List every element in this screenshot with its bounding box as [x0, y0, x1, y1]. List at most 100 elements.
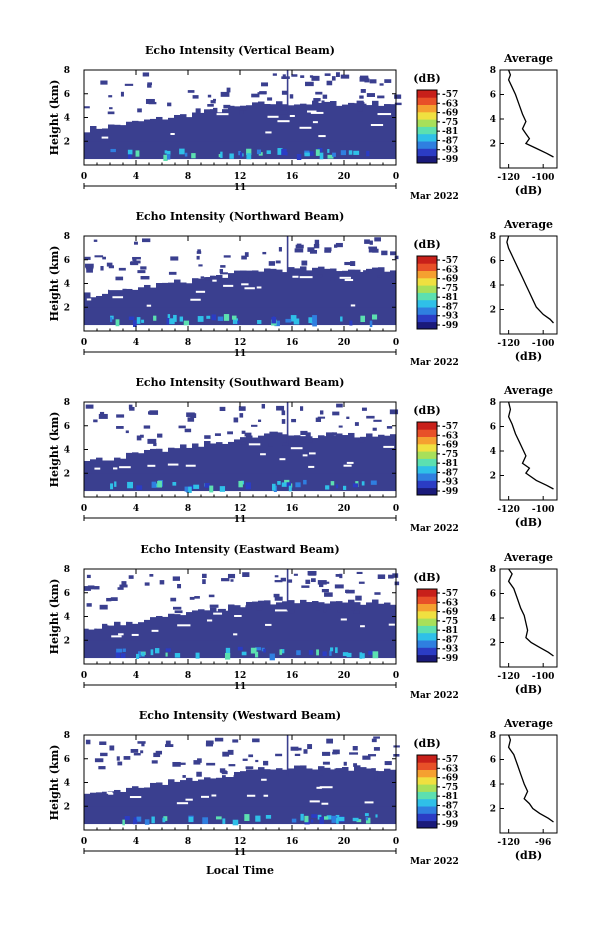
echo-gap — [290, 447, 303, 450]
echo-column — [138, 287, 145, 308]
echo-speckle — [307, 570, 317, 576]
echo-strong — [120, 653, 126, 659]
echo-column — [222, 109, 229, 142]
echo-speckle — [307, 744, 313, 750]
average-profile-line — [506, 235, 554, 324]
echo-strong — [352, 483, 359, 488]
echo-gap — [101, 136, 109, 139]
echo-speckle — [315, 417, 322, 422]
x-tick-label: 8 — [185, 504, 191, 514]
echo-speckle — [142, 72, 150, 77]
y-tick-label: 8 — [64, 66, 70, 76]
echo-speckle — [377, 275, 382, 278]
x-tick-label: 8 — [185, 338, 191, 348]
x-tick-label: 4 — [133, 504, 139, 514]
x-tick-label: 4 — [133, 338, 139, 348]
echo-strong — [184, 152, 188, 157]
echo-speckle — [383, 110, 391, 115]
echo-gap — [279, 458, 286, 461]
average-x-tick-label: -100 — [532, 173, 555, 183]
y-axis-label: Height (km) — [48, 579, 61, 655]
echo-gap — [350, 304, 356, 307]
heatmap-field — [84, 402, 399, 493]
echo-column — [258, 101, 265, 142]
colorbar-tick-label: -69 — [442, 109, 458, 119]
echo-column — [168, 779, 175, 807]
panel-title: Echo Intensity (Westward Beam) — [139, 709, 341, 722]
echo-column — [270, 604, 277, 641]
echo-gap — [109, 288, 123, 291]
echo-speckle — [252, 738, 260, 743]
echo-column — [354, 765, 361, 807]
echo-speckle — [321, 100, 325, 104]
echo-column — [240, 270, 247, 308]
echo-speckle — [274, 575, 279, 578]
echo-strong — [183, 320, 190, 326]
echo-strong — [296, 650, 301, 656]
echo-speckle — [309, 249, 318, 254]
echo-column — [192, 610, 199, 641]
average-panel: Average 8 6 4 2 -120 -100(dB) — [490, 218, 558, 363]
echo-strong — [179, 316, 184, 322]
echo-speckle — [233, 417, 239, 423]
colorbar-tick-label: -69 — [442, 275, 458, 285]
echo-speckle — [366, 415, 375, 419]
colorbar-segment — [417, 277, 437, 286]
echo-speckle — [332, 749, 340, 755]
echo-strong — [162, 817, 166, 823]
panel-3: Echo Intensity (Southward Beam)8642Heigh… — [48, 376, 558, 534]
echo-column — [114, 789, 121, 807]
panel-title: Echo Intensity (Vertical Beam) — [145, 44, 335, 57]
echo-column — [264, 600, 271, 641]
echo-column — [210, 778, 217, 807]
echo-speckle — [281, 90, 288, 95]
echo-speckle — [140, 275, 150, 280]
x-tick-label: 0 — [81, 504, 87, 514]
echo-strong — [188, 486, 192, 493]
echo-speckle — [94, 255, 104, 258]
echo-gap — [113, 467, 118, 470]
x-tick-label: 12 — [234, 837, 247, 847]
average-title: Average — [503, 52, 553, 65]
colorbar: (dB)-57-63-69-75-81-87-93-99 — [413, 737, 458, 830]
echo-speckle — [393, 745, 400, 748]
echo-gap — [299, 126, 312, 129]
echo-speckle — [159, 580, 165, 585]
echo-column — [264, 433, 271, 474]
echo-speckle — [219, 269, 224, 273]
x-tick-label: 20 — [338, 338, 351, 348]
echo-strong — [310, 819, 314, 823]
echo-speckle — [210, 275, 215, 280]
echo-speckle — [357, 106, 363, 112]
echo-speckle — [360, 89, 366, 93]
echo-speckle — [372, 427, 377, 431]
x-tick-label: 4 — [133, 172, 139, 182]
echo-strong — [286, 482, 292, 487]
echo-speckle — [313, 98, 321, 102]
echo-strong — [348, 150, 353, 155]
echo-strong — [342, 652, 349, 656]
echo-column — [366, 268, 373, 308]
echo-column — [144, 119, 151, 142]
echo-speckle — [267, 97, 273, 101]
echo-speckle — [305, 579, 311, 584]
echo-speckle — [244, 252, 249, 257]
echo-speckle — [361, 407, 367, 411]
x-axis-label: Local Time — [206, 864, 274, 877]
echo-speckle — [336, 436, 346, 440]
echo-speckle — [189, 596, 195, 600]
echo-speckle — [374, 237, 381, 242]
average-x-label: (dB) — [515, 849, 542, 862]
echo-column — [294, 435, 301, 474]
echo-speckle — [147, 438, 157, 444]
echo-strong — [315, 149, 320, 156]
echo-strong — [319, 152, 324, 160]
echo-strong — [189, 485, 195, 490]
y-tick-label: 8 — [64, 398, 70, 408]
average-panel: Average 8 6 4 2 -120 -100(dB) — [490, 52, 558, 197]
echo-strong — [308, 650, 314, 655]
echo-gap — [246, 794, 256, 797]
colorbar-tick-label: -93 — [442, 645, 458, 655]
echo-column — [258, 767, 265, 807]
echo-speckle — [334, 584, 344, 589]
